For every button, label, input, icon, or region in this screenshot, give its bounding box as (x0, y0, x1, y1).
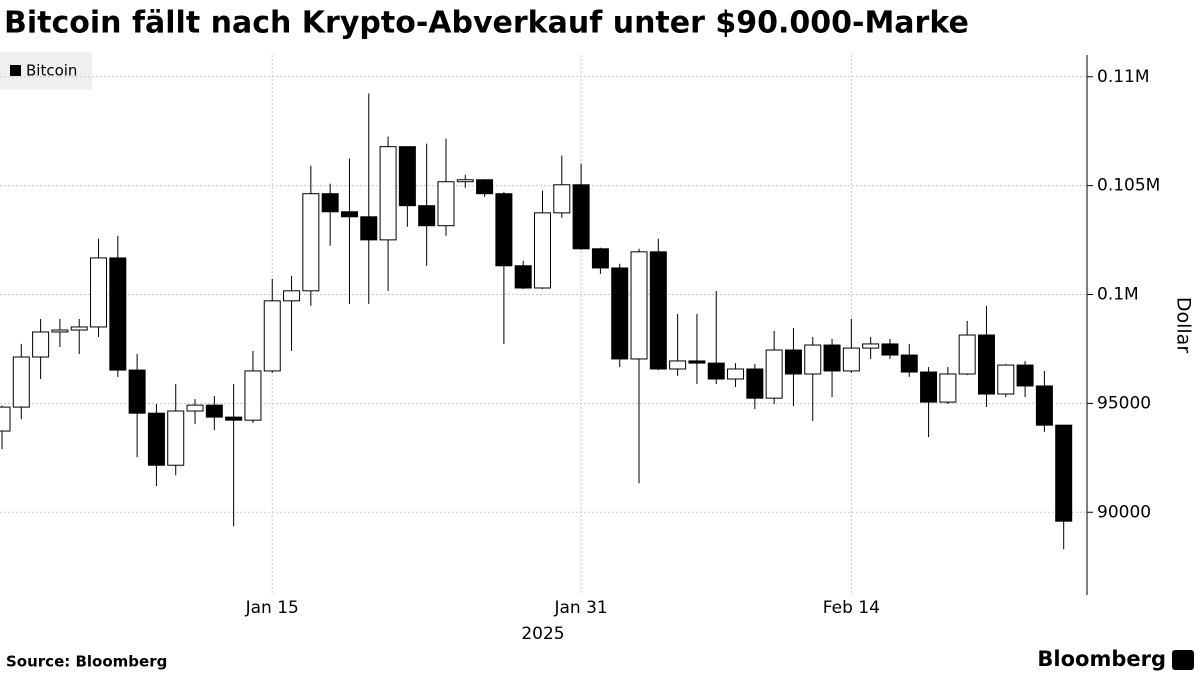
candle-body (977, 334, 995, 395)
candle-body (669, 360, 687, 370)
candle-body (591, 248, 609, 269)
x-tick-label: Jan 15 (245, 598, 299, 618)
candle-body (70, 326, 88, 331)
candle-body (939, 373, 957, 403)
candle-body (379, 146, 397, 241)
x-tick-label: Jan 31 (553, 598, 607, 618)
candle-body (842, 347, 860, 372)
candle-body (997, 364, 1015, 395)
candle-body (746, 368, 764, 399)
candle-body (51, 329, 69, 333)
y-tick-label: 0.1M (1097, 285, 1139, 305)
y-tick-label: 90000 (1097, 502, 1151, 522)
candle-body (283, 290, 301, 302)
candle-body (32, 331, 50, 358)
candle-body (1055, 424, 1073, 522)
candle-body (340, 211, 358, 218)
candle-body (1016, 364, 1034, 387)
candle-body (727, 368, 745, 380)
candle-body (418, 205, 436, 227)
brand-icon (1172, 650, 1194, 670)
candle-body (398, 146, 416, 207)
candle-body (147, 412, 165, 466)
candle-body (649, 251, 667, 370)
candle-body (205, 404, 223, 418)
candle-body (534, 212, 551, 289)
candle-body (804, 344, 822, 375)
candle-body (128, 369, 146, 414)
legend-label: Bitcoin (26, 62, 77, 80)
source: Source: Bloomberg (6, 653, 167, 671)
candle-body (688, 360, 706, 364)
candle-body (12, 356, 30, 408)
y-tick-label: 95000 (1097, 393, 1151, 413)
chart-title: Bitcoin fällt nach Krypto-Abverkauf unte… (4, 6, 969, 41)
candle-body (553, 184, 571, 214)
candle-body (263, 300, 281, 372)
candle-body (958, 334, 976, 375)
candle-body (630, 251, 648, 360)
candle-body (476, 179, 494, 195)
brand: Bloomberg (1037, 647, 1166, 671)
candle-body (109, 257, 127, 371)
x-tick-label: Feb 14 (823, 598, 880, 618)
candle-body (514, 265, 532, 289)
candle-body (765, 349, 783, 399)
candle-body (862, 343, 880, 349)
candle-body (495, 193, 513, 267)
candle-body (920, 371, 938, 403)
candle-body (572, 184, 590, 250)
candle-body (707, 362, 725, 380)
candle-body (881, 343, 899, 356)
candle-body (225, 416, 243, 421)
y-tick-label: 0.11M (1097, 67, 1150, 87)
candle-body (360, 216, 378, 241)
legend-swatch (10, 65, 21, 76)
candle-body (611, 267, 629, 360)
y-tick-label: 0.105M (1097, 176, 1160, 196)
x-year-label: 2025 (521, 624, 564, 644)
candle-body (437, 181, 455, 227)
candle-body (167, 410, 185, 466)
candle-body (302, 193, 320, 292)
candle-body (823, 344, 841, 372)
candle-body (456, 179, 474, 183)
candle-body (244, 370, 262, 421)
candle-body (90, 257, 108, 328)
candle-body (186, 404, 204, 412)
y-axis-title: Dollar (1173, 297, 1195, 353)
candle-body (784, 349, 802, 375)
candle-body (321, 193, 339, 213)
candle-body (1035, 385, 1053, 426)
candle-body (900, 354, 918, 373)
candle-body (0, 406, 11, 432)
